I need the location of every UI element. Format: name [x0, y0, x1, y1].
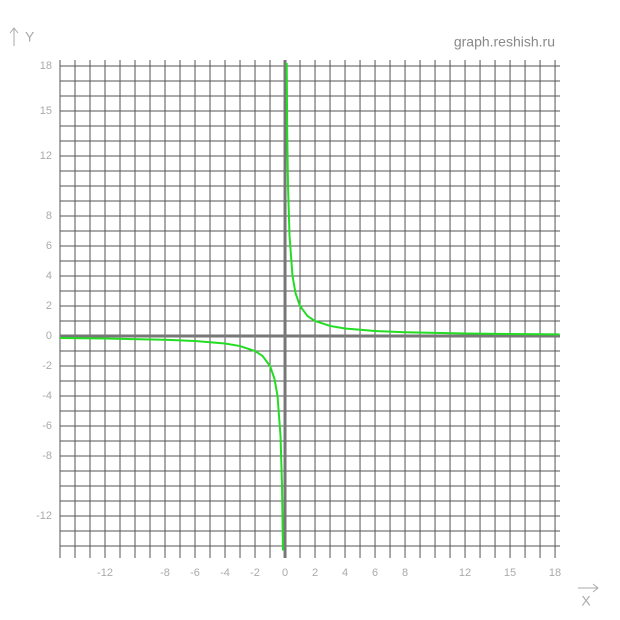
y-tick-label: 0: [46, 330, 52, 342]
y-tick-label: 4: [46, 270, 52, 282]
x-tick-label: -6: [190, 567, 200, 579]
y-tick-label: -6: [42, 420, 52, 432]
x-tick-label: 18: [549, 567, 561, 579]
x-tick-label: 4: [342, 567, 348, 579]
x-tick-label: 6: [372, 567, 378, 579]
y-tick-label: -2: [42, 360, 52, 372]
y-axis-label: Y: [25, 29, 35, 45]
y-tick-label: -12: [36, 510, 52, 522]
x-tick-label: 8: [402, 567, 408, 579]
y-tick-label: 6: [46, 240, 52, 252]
y-tick-label: 2: [46, 300, 52, 312]
y-tick-label: 12: [40, 150, 52, 162]
y-arrow-head: [9, 27, 19, 34]
y-tick-label: -8: [42, 450, 52, 462]
x-tick-label: 0: [282, 567, 288, 579]
x-tick-label: -2: [250, 567, 260, 579]
watermark: graph.reshish.ru: [454, 34, 555, 50]
y-tick-label: 18: [40, 60, 52, 72]
x-tick-label: -12: [97, 567, 113, 579]
y-tick-label: 8: [46, 210, 52, 222]
x-axis-label: X: [581, 593, 591, 609]
x-tick-label: 12: [459, 567, 471, 579]
x-tick-label: 2: [312, 567, 318, 579]
x-arrow-head: [592, 583, 599, 593]
x-tick-label: -8: [160, 567, 170, 579]
y-tick-label: 15: [40, 105, 52, 117]
x-tick-label: -4: [220, 567, 230, 579]
curve: [59, 62, 560, 551]
y-tick-label: -4: [42, 390, 52, 402]
x-tick-label: 15: [504, 567, 516, 579]
